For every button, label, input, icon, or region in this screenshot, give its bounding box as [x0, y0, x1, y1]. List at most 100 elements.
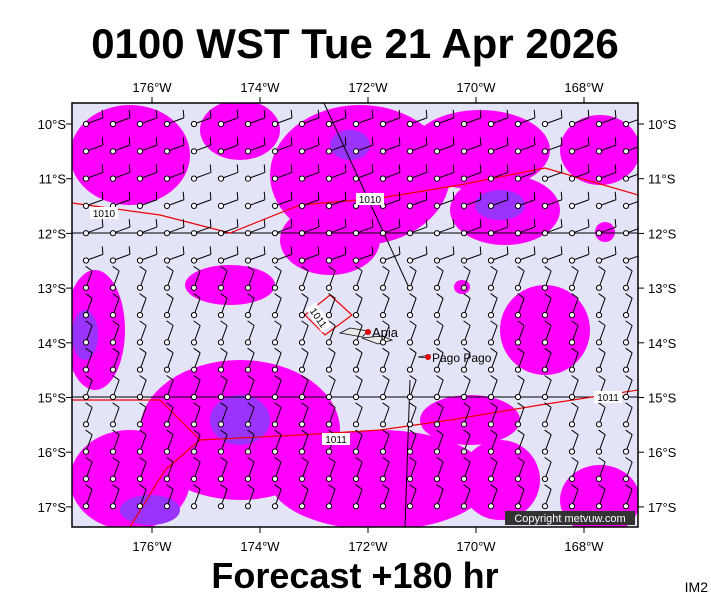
barb-feather [517, 375, 525, 381]
barb-station [541, 284, 549, 291]
barb-station [568, 339, 576, 346]
barb-feather [182, 137, 185, 146]
barb-feather [301, 320, 309, 326]
forecast-label: Forecast +180 hr [211, 555, 498, 596]
barb-feather [382, 293, 390, 299]
barb-feather [517, 484, 525, 490]
barb-feather [220, 293, 228, 299]
barb-station [163, 475, 171, 482]
barb-feather [193, 320, 201, 326]
barb-station [190, 503, 198, 510]
barb-station [622, 202, 630, 209]
barb-feather [209, 164, 212, 173]
barb-feather [517, 347, 525, 354]
barb-station [460, 312, 468, 319]
image-code: IM2 [685, 579, 709, 595]
barb-station [163, 230, 171, 237]
barb-feather [193, 347, 201, 354]
barb-station [352, 257, 360, 264]
barb-station [568, 148, 576, 155]
barb-feather [101, 219, 104, 228]
lat-label: 15°S [648, 391, 677, 406]
barb-station [406, 503, 414, 510]
barb-feather [182, 219, 185, 228]
barb-station [217, 366, 225, 373]
barb-feather [382, 320, 390, 326]
barb-feather [560, 164, 563, 173]
barb-station [136, 120, 144, 128]
barb-station [622, 148, 630, 155]
lat-label: 13°S [648, 281, 677, 296]
barb-feather [301, 265, 309, 272]
barb-station [487, 148, 495, 155]
barb-station [514, 312, 522, 319]
barb-feather [139, 402, 147, 408]
barb-feather [85, 265, 93, 272]
barb-station [622, 284, 630, 291]
barb-station [595, 503, 603, 510]
lat-label: 16°S [648, 445, 677, 460]
barb-feather [409, 484, 417, 490]
barb-station [568, 175, 576, 182]
barb-feather [236, 109, 239, 118]
barb-station [595, 448, 603, 455]
barb-station [433, 475, 441, 482]
barb-feather [463, 402, 471, 408]
barb-station [136, 393, 144, 401]
barb-station [298, 421, 306, 428]
barb-station [379, 175, 387, 182]
barb-station [109, 284, 117, 291]
barb-station [433, 257, 441, 264]
isobar-label-box [594, 391, 622, 403]
barb-feather [328, 265, 336, 272]
barb-station [379, 284, 387, 291]
barb-station [595, 421, 603, 428]
barb-feather [371, 164, 374, 173]
barb-station [109, 339, 117, 346]
barb-feather [85, 320, 93, 326]
barb-feather [506, 109, 509, 118]
barb-station [244, 175, 252, 182]
barb-station [217, 475, 225, 482]
barb-station [460, 175, 468, 182]
barb-feather [155, 219, 158, 228]
barb-feather [425, 191, 428, 200]
barb-feather [463, 429, 471, 436]
barb-feather [452, 191, 455, 200]
barb-station [487, 448, 495, 455]
barb-feather [193, 456, 201, 463]
barb-feather [301, 402, 309, 408]
barb-feather [274, 456, 282, 463]
barb-feather [263, 137, 266, 146]
lat-label: 13°S [38, 281, 67, 296]
barb-feather [436, 375, 444, 381]
barb-feather [598, 265, 606, 272]
barb-station [109, 175, 117, 182]
barb-station [325, 120, 333, 128]
barb-feather [85, 484, 93, 490]
barb-station [298, 230, 306, 237]
barb-station [595, 148, 603, 155]
barb-feather [139, 293, 147, 299]
barb-station [136, 366, 144, 373]
barb-feather [301, 347, 309, 354]
barb-station [163, 393, 171, 401]
barb-station [541, 421, 549, 428]
barb-station [109, 120, 117, 128]
barb-station [514, 175, 522, 182]
barb-feather [409, 402, 417, 408]
barb-feather [128, 191, 131, 200]
barb-station [514, 257, 522, 264]
barb-station [244, 503, 252, 510]
barb-station [82, 257, 90, 264]
barb-feather [274, 402, 282, 408]
barb-feather [544, 402, 552, 408]
barb-feather [112, 347, 120, 354]
barb-feather [409, 375, 417, 381]
barb-feather [625, 320, 633, 326]
barb-feather [382, 265, 390, 272]
barb-feather [506, 191, 509, 200]
barb-feather [517, 402, 525, 408]
barb-feather [544, 456, 552, 463]
barb-feather [166, 375, 174, 381]
